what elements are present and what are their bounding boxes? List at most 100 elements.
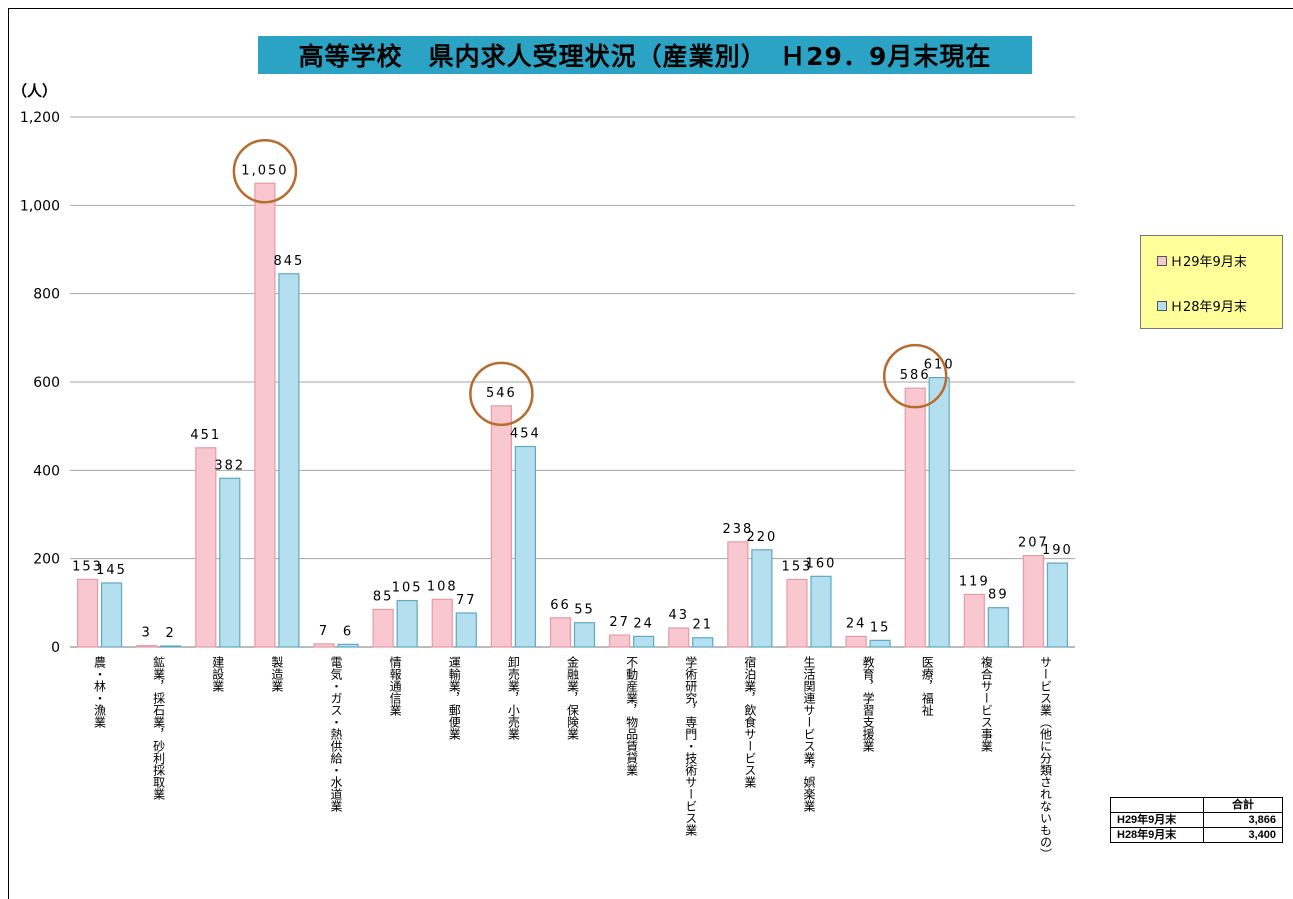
category-label: 生活関連サービス業，娯楽業 — [802, 656, 816, 812]
bar-h28 — [633, 635, 655, 648]
data-label: 1,050 — [241, 163, 288, 178]
bar-h29 — [313, 643, 335, 648]
bar-h28 — [219, 477, 241, 648]
data-label: 77 — [456, 593, 477, 608]
data-label: 7 — [319, 624, 329, 639]
data-label: 160 — [806, 556, 837, 571]
category-label: 農・林・漁業 — [93, 656, 107, 728]
chart-title: 高等学校 県内求人受理状況（産業別） Ｈ29．9月末現在 — [298, 42, 992, 71]
data-label: 610 — [924, 358, 955, 373]
category-label: 不動産業，物品賃貸業 — [625, 656, 639, 776]
category-label: 卸売業，小売業 — [506, 655, 520, 740]
totals-row: H29年9月末 3,866 — [1110, 812, 1283, 828]
data-label: 451 — [190, 428, 221, 443]
bar-h29 — [727, 541, 749, 648]
bar-h29 — [372, 608, 394, 648]
category-label: 学術研究，専門・技術サービス業 — [684, 655, 698, 836]
y-tick-label: 400 — [33, 463, 60, 479]
bar-h29 — [1022, 554, 1045, 648]
bar-h29 — [549, 617, 572, 648]
category-label: 運輸業，郵便業 — [447, 656, 461, 740]
category-label: 複合サービス事業 — [979, 655, 993, 752]
category-label: 金融業，保険業 — [566, 655, 580, 740]
data-label: 6 — [343, 624, 353, 639]
bar-h28 — [160, 645, 182, 648]
totals-row: H28年9月末 3,400 — [1110, 827, 1283, 843]
legend-label-h29: Ｈ29年9月末 — [1170, 255, 1247, 270]
legend-item-h29: Ｈ29年9月末 — [1157, 251, 1247, 270]
data-label: 190 — [1042, 543, 1073, 558]
data-label: 382 — [214, 458, 245, 473]
legend: Ｈ29年9月末 Ｈ28年9月末 — [1140, 235, 1283, 329]
category-label: 製造業 — [270, 656, 284, 692]
bar-h28 — [514, 445, 536, 648]
bar-h29 — [431, 598, 453, 648]
data-label: 145 — [96, 563, 127, 578]
bar-h28 — [928, 376, 950, 648]
data-label: 24 — [846, 616, 867, 631]
totals-header: 合計 — [1203, 797, 1283, 813]
bar-h29 — [136, 645, 158, 648]
data-label: 15 — [870, 620, 891, 635]
data-label: 454 — [510, 426, 541, 441]
bar-h29 — [963, 593, 985, 648]
totals-row-value: 3,400 — [1203, 827, 1283, 843]
category-label: 医療，福祉 — [920, 656, 934, 717]
data-label: 546 — [486, 386, 517, 401]
data-label: 55 — [574, 603, 595, 618]
data-label: 66 — [550, 598, 571, 613]
data-label: 43 — [668, 608, 689, 623]
category-label: 情報通信業 — [388, 656, 402, 716]
data-label: 24 — [633, 616, 654, 631]
highlight-circle — [882, 343, 948, 409]
data-label: 2 — [166, 626, 176, 641]
legend-swatch-h29 — [1157, 255, 1167, 266]
bar-h29 — [668, 627, 690, 648]
totals-row-value: 3,866 — [1203, 812, 1283, 828]
data-label: 119 — [959, 574, 990, 589]
bar-h28 — [869, 639, 891, 648]
y-tick-label: 600 — [33, 375, 60, 391]
data-label: 207 — [1018, 536, 1049, 551]
bar-h29 — [609, 634, 631, 648]
category-labels: 農・林・漁業 鉱業，採石業，砂利採取業 建設業 製造業 電気・ガス・熱供給・水道業 情報通… — [93, 655, 1053, 860]
data-label: 238 — [722, 522, 753, 537]
bar-h28 — [1046, 562, 1069, 648]
bar-h29 — [845, 635, 867, 648]
bar-h28 — [573, 622, 596, 648]
bar-h28 — [692, 637, 714, 648]
bar-h29 — [904, 387, 926, 648]
highlight-circle — [469, 361, 534, 427]
data-label: 153 — [782, 559, 813, 574]
data-label: 586 — [900, 368, 931, 383]
bar-h28 — [751, 549, 773, 648]
highlight-circle — [232, 139, 298, 204]
totals-row-label: H28年9月末 — [1110, 827, 1204, 843]
data-label: 21 — [692, 618, 713, 633]
category-label: 建設業 — [211, 656, 225, 692]
y-axis-unit-label: （人） — [12, 82, 58, 100]
bar-h29 — [254, 182, 276, 648]
category-label: 鉱業，採石業，砂利採取業 — [152, 655, 166, 800]
data-label: 89 — [988, 588, 1009, 603]
bar-h29 — [786, 578, 808, 648]
y-tick-label: 800 — [33, 287, 60, 303]
data-label: 27 — [609, 615, 630, 630]
data-label: 220 — [746, 530, 777, 545]
data-label: 153 — [72, 559, 103, 574]
bar-h29 — [490, 405, 512, 648]
chart-title-box: 高等学校 県内求人受理状況（産業別） Ｈ29．9月末現在 — [258, 36, 1032, 74]
data-label: 3 — [142, 626, 152, 641]
legend-item-h28: Ｈ28年9月末 — [1157, 296, 1247, 315]
bar-h28 — [337, 643, 359, 648]
bar-h28 — [455, 612, 477, 648]
legend-label-h28: Ｈ28年9月末 — [1170, 300, 1247, 315]
y-tick-label: 0 — [51, 640, 60, 656]
y-tick-label: 1,000 — [20, 198, 60, 214]
category-label: 宿泊業，飲食サービス業 — [743, 655, 757, 788]
bar-h28 — [987, 607, 1009, 648]
data-label: 105 — [392, 581, 423, 596]
